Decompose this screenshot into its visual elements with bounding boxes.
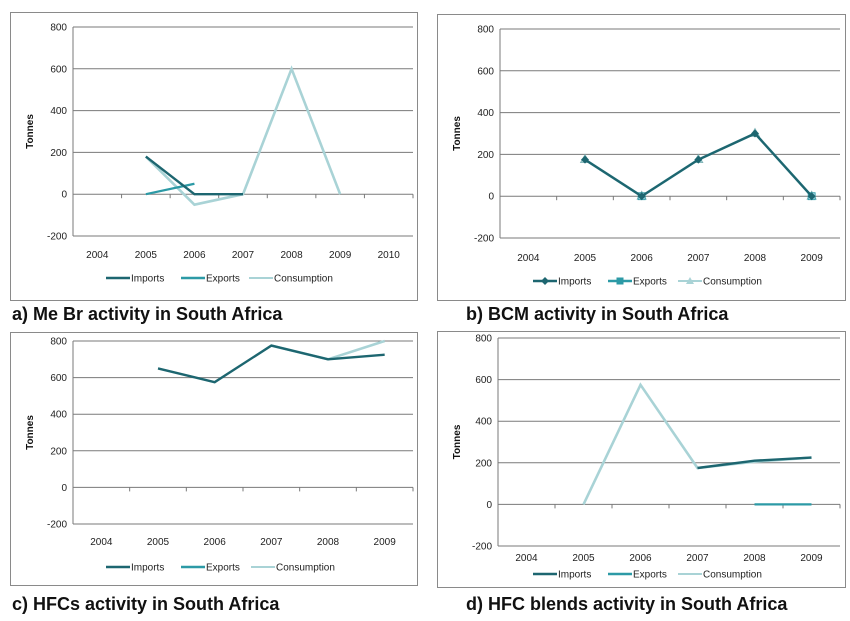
chart-bcm-svg: 800 600 400 200 0 -200 2004 2005 2006 2007 2008 200… <box>452 25 841 288</box>
caption-hfcs: c) HFCs activity in South Africa <box>12 594 280 614</box>
x-tick-label: 2004 <box>515 553 538 564</box>
data-point-imports <box>581 155 589 164</box>
x-tick-label: 2004 <box>90 537 113 548</box>
y-tick-label: 0 <box>61 190 67 201</box>
x-tick-label: 2006 <box>629 553 652 564</box>
legend-marker-imports <box>541 277 549 285</box>
x-tick-label: 2005 <box>147 537 170 548</box>
series-line-imports <box>584 132 813 198</box>
y-tick-label: -200 <box>47 232 67 243</box>
y-axis-label: Tonnes <box>25 114 36 149</box>
x-tick-label: 2009 <box>329 250 352 261</box>
x-tick-label: 2009 <box>800 553 823 564</box>
legend-label-consumption: Consumption <box>703 277 762 288</box>
y-tick-label: 0 <box>486 500 492 511</box>
data-point-imports <box>807 192 816 201</box>
y-tick-label: 600 <box>475 375 492 386</box>
y-tick-label: 0 <box>61 483 67 494</box>
y-tick-label: 400 <box>50 106 67 117</box>
x-tick-label: 2007 <box>232 250 255 261</box>
series-line-consumption <box>144 65 342 207</box>
chart-panel-hfcs: 800 600 400 200 0 -200 2004 2005 2006 2007 2008 200… <box>10 332 418 586</box>
chart-panel-hfc-blends: 800 600 400 200 0 -200 2004 2005 2006 2007 2008 200… <box>437 331 846 588</box>
y-tick-label: 800 <box>50 23 67 34</box>
y-axis-label: Tonnes <box>25 415 36 450</box>
x-tick-label: 2007 <box>687 253 710 264</box>
x-tick-label: 2006 <box>183 250 206 261</box>
y-tick-label: 400 <box>50 410 67 421</box>
y-axis-label: Tonnes <box>452 116 463 151</box>
legend-label-imports: Imports <box>558 277 591 288</box>
data-point-imports <box>694 155 703 164</box>
y-tick-label: 200 <box>50 446 67 457</box>
x-tick-label: 2006 <box>204 537 227 548</box>
y-tick-label: -200 <box>47 520 67 531</box>
legend-label-consumption: Consumption <box>276 563 335 574</box>
y-tick-label: 800 <box>50 337 67 348</box>
y-axis-label: Tonnes <box>452 424 463 459</box>
caption-hfc-blends: d) HFC blends activity in South Africa <box>466 594 788 614</box>
legend-label-exports: Exports <box>206 274 240 285</box>
y-tick-label: 200 <box>475 458 492 469</box>
series-line-imports <box>145 155 243 196</box>
y-tick-label: 0 <box>488 192 494 203</box>
legend-label-exports: Exports <box>633 570 667 581</box>
x-tick-label: 2009 <box>801 253 824 264</box>
x-tick-label: 2008 <box>743 553 766 564</box>
y-tick-label: 800 <box>477 25 494 36</box>
y-tick-label: 400 <box>475 417 492 428</box>
data-point-imports <box>637 192 646 201</box>
legend-label-imports: Imports <box>558 570 591 581</box>
x-tick-label: 2010 <box>378 250 401 261</box>
data-point-imports <box>751 129 759 138</box>
series-line-exports <box>145 182 195 196</box>
y-tick-label: 200 <box>50 148 67 159</box>
y-tick-label: 400 <box>477 108 494 119</box>
legend-marker-consumption <box>686 277 694 284</box>
x-tick-label: 2005 <box>135 250 158 261</box>
y-tick-label: 600 <box>477 66 494 77</box>
chart-hfcs-svg: 800 600 400 200 0 -200 2004 2005 2006 2007 2008 200… <box>25 337 414 574</box>
x-tick-label: 2008 <box>744 253 767 264</box>
legend-label-consumption: Consumption <box>703 570 762 581</box>
chart-panel-bcm: 800 600 400 200 0 -200 2004 2005 2006 2007 2008 200… <box>437 14 846 301</box>
x-tick-label: 2008 <box>317 537 340 548</box>
x-tick-label: 2007 <box>260 537 283 548</box>
x-tick-label: 2005 <box>572 553 595 564</box>
legend-label-exports: Exports <box>206 563 240 574</box>
legend-label-imports: Imports <box>131 563 164 574</box>
x-tick-label: 2006 <box>631 253 654 264</box>
legend-label-imports: Imports <box>131 274 164 285</box>
chart-hfc-blends-svg: 800 600 400 200 0 -200 2004 2005 2006 2007 2008 200… <box>452 334 841 581</box>
y-tick-label: -200 <box>474 234 494 245</box>
legend-label-exports: Exports <box>633 277 667 288</box>
chart-panel-meBr: 800 600 400 200 0 -200 2004 2005 2006 2007 2008 200… <box>10 12 418 301</box>
series-line-consumption <box>582 382 812 505</box>
legend-label-consumption: Consumption <box>274 274 333 285</box>
x-tick-label: 2008 <box>280 250 303 261</box>
series-line-consumption <box>584 131 813 198</box>
y-tick-label: 200 <box>477 150 494 161</box>
series-line-imports <box>697 456 812 470</box>
y-tick-label: -200 <box>472 542 492 553</box>
y-tick-label: 800 <box>475 334 492 345</box>
legend-marker-exports <box>616 277 624 285</box>
y-tick-label: 600 <box>50 373 67 384</box>
series-line-imports <box>157 344 385 384</box>
caption-meBr: a) Me Br activity in South Africa <box>12 304 283 324</box>
y-tick-label: 600 <box>50 64 67 75</box>
x-tick-label: 2007 <box>686 553 709 564</box>
x-tick-label: 2009 <box>374 537 397 548</box>
x-tick-label: 2004 <box>86 250 109 261</box>
caption-bcm: b) BCM activity in South Africa <box>466 304 729 324</box>
x-tick-label: 2005 <box>574 253 597 264</box>
chart-meBr-svg: 800 600 400 200 0 -200 2004 2005 2006 2007 2008 200… <box>25 23 414 285</box>
x-tick-label: 2004 <box>517 253 540 264</box>
